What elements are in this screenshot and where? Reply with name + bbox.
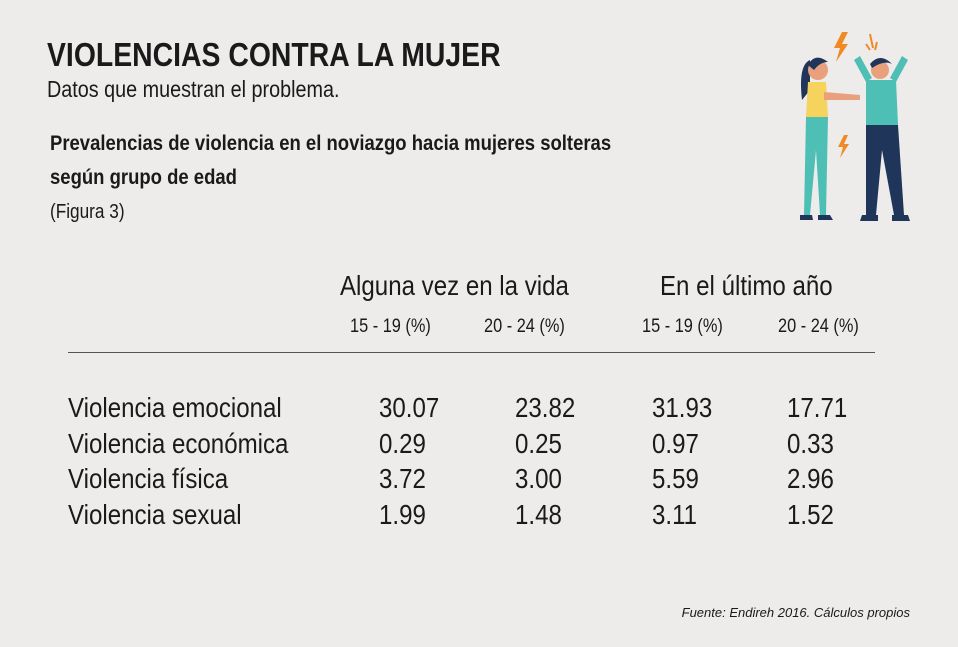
table-cell: 5.59 bbox=[652, 463, 699, 494]
page-title: VIOLENCIAS CONTRA LA MUJER bbox=[47, 36, 501, 73]
column-header: 15 - 19 (%) bbox=[642, 316, 723, 337]
row-label: Violencia emocional bbox=[68, 392, 282, 423]
table-cell: 1.99 bbox=[379, 498, 426, 530]
row-label: Violencia sexual bbox=[68, 498, 242, 530]
table-cell: 0.97 bbox=[652, 427, 699, 459]
figure-label: (Figura 3) bbox=[50, 201, 125, 223]
table-cell: 3.11 bbox=[652, 498, 698, 530]
table-cell: 23.82 bbox=[515, 392, 576, 423]
table-cell: 17.71 bbox=[787, 392, 848, 423]
table-cell: 0.25 bbox=[515, 427, 562, 459]
couple-arguing-illustration bbox=[800, 32, 910, 221]
table-cell: 3.00 bbox=[515, 463, 562, 494]
column-header: 15 - 19 (%) bbox=[350, 316, 431, 337]
table-title: Prevalencias de violencia en el noviazgo… bbox=[50, 131, 612, 189]
lightning-icon bbox=[834, 32, 848, 62]
table-cell: 1.48 bbox=[515, 498, 562, 530]
source-note: Fuente: Endireh 2016. Cálculos propios bbox=[681, 605, 910, 620]
header-divider bbox=[68, 352, 875, 353]
table-cell: 1.52 bbox=[787, 498, 834, 530]
row-label: Violencia física bbox=[68, 463, 229, 494]
table-cell: 31.93 bbox=[652, 392, 713, 423]
table-cell: 3.72 bbox=[379, 463, 426, 494]
table-cell: 0.29 bbox=[379, 427, 426, 459]
group-header-last-year: En el último año bbox=[660, 270, 833, 301]
group-header-lifetime: Alguna vez en la vida bbox=[340, 270, 569, 301]
column-header: 20 - 24 (%) bbox=[484, 316, 565, 337]
column-header: 20 - 24 (%) bbox=[778, 316, 859, 337]
row-label: Violencia económica bbox=[68, 427, 289, 459]
table-cell: 0.33 bbox=[787, 427, 834, 459]
table-cell: 2.96 bbox=[787, 463, 834, 494]
table-cell: 30.07 bbox=[379, 392, 440, 423]
page-subtitle: Datos que muestran el problema. bbox=[47, 76, 340, 102]
lightning-icon bbox=[838, 135, 849, 158]
anger-marks-icon bbox=[865, 33, 878, 51]
